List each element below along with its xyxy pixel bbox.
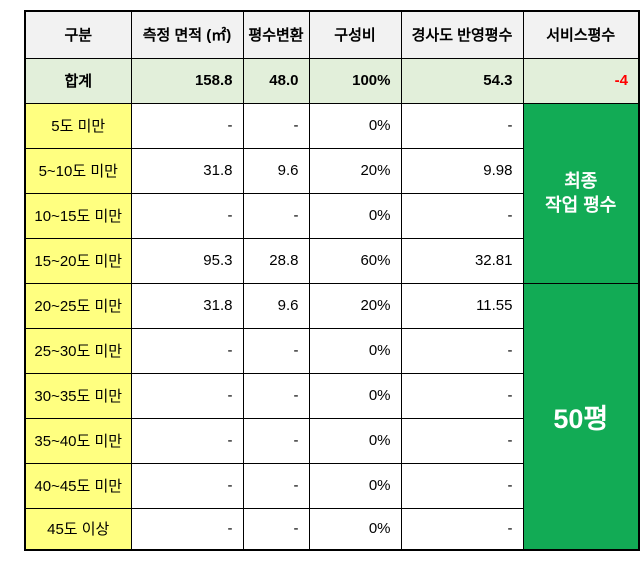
table-row: 25~30도 미만 - - 0% - [24,327,639,374]
ratio-cell: 0% [308,102,402,149]
final-work-pyeong-merged-cell: 최종 작업 평수 [522,102,640,284]
header-service-pyeong: 서비스평수 [522,10,640,59]
table-row: 5~10도 미만 31.8 9.6 20% 9.98 [24,147,639,194]
area-cell: 95.3 [130,237,244,284]
slope-pyeong-cell: - [400,192,524,239]
ratio-cell: 0% [308,327,402,374]
table-row: 35~40도 미만 - - 0% - [24,417,639,464]
pyeong-cell: 28.8 [242,237,310,284]
table-row: 20~25도 미만 31.8 9.6 20% 11.55 50평 [24,282,640,551]
area-cell: - [130,327,244,374]
total-row: 합계 158.8 48.0 100% 54.3 -4 [24,57,640,104]
area-cell: - [130,462,244,509]
pyeong-cell: - [242,462,310,509]
pyeong-cell: - [242,507,310,551]
row-label: 35~40도 미만 [24,417,132,464]
area-cell: 31.8 [130,282,244,329]
pyeong-cell: 9.6 [242,147,310,194]
pyeong-cell: - [242,417,310,464]
header-composition-ratio: 구성비 [308,10,402,59]
area-cell: - [130,192,244,239]
total-slope-pyeong: 54.3 [400,57,524,104]
slope-pyeong-cell: 11.55 [400,282,524,329]
ratio-cell: 0% [308,192,402,239]
row-label: 45도 이상 [24,507,132,551]
header-slope-adjusted-pyeong: 경사도 반영평수 [400,10,524,59]
ratio-cell: 0% [308,372,402,419]
header-measured-area: 측정 면적 (㎡) [130,10,244,59]
row-label: 5도 미만 [24,102,132,149]
total-service-pyeong: -4 [522,57,640,104]
area-cell: 31.8 [130,147,244,194]
pyeong-cell: - [242,372,310,419]
slope-pyeong-cell: - [400,327,524,374]
pyeong-cell: 9.6 [242,282,310,329]
table-row: 30~35도 미만 - - 0% - [24,372,639,419]
area-cell: - [130,417,244,464]
area-cell: - [130,372,244,419]
total-ratio: 100% [308,57,402,104]
header-pyeong-conversion: 평수변환 [242,10,310,59]
ratio-cell: 0% [308,462,402,509]
slope-pyeong-cell: - [400,417,524,464]
ratio-cell: 20% [308,147,402,194]
table-row: 45도 이상 - - 0% - [24,507,639,551]
ratio-cell: 20% [308,282,402,329]
slope-pyeong-cell: - [400,372,524,419]
table-row: 5도 미만 - - 0% - 최종 작업 평수 [24,102,640,284]
ratio-cell: 60% [308,237,402,284]
row-label: 5~10도 미만 [24,147,132,194]
slope-area-table: 구분 측정 면적 (㎡) 평수변환 구성비 경사도 반영평수 서비스평수 합계 … [24,10,640,551]
slope-pyeong-cell: 9.98 [400,147,524,194]
row-label: 25~30도 미만 [24,327,132,374]
slope-pyeong-cell: - [400,462,524,509]
header-row: 구분 측정 면적 (㎡) 평수변환 구성비 경사도 반영평수 서비스평수 [24,10,640,59]
row-label: 15~20도 미만 [24,237,132,284]
table-row: 40~45도 미만 - - 0% - [24,462,639,509]
row-label: 30~35도 미만 [24,372,132,419]
pyeong-cell: - [242,102,310,149]
slope-pyeong-cell: - [400,507,524,551]
total-pyeong: 48.0 [242,57,310,104]
total-area: 158.8 [130,57,244,104]
slope-pyeong-cell: 32.81 [400,237,524,284]
pyeong-cell: - [242,192,310,239]
header-category: 구분 [24,10,132,59]
ratio-cell: 0% [308,417,402,464]
slope-area-table-container: 구분 측정 면적 (㎡) 평수변환 구성비 경사도 반영평수 서비스평수 합계 … [24,10,640,551]
row-label: 20~25도 미만 [24,282,132,329]
area-cell: - [130,507,244,551]
final-pyeong-merged-cell: 50평 [522,282,640,551]
pyeong-cell: - [242,327,310,374]
area-cell: - [130,102,244,149]
slope-pyeong-cell: - [400,102,524,149]
table-row: 10~15도 미만 - - 0% - [24,192,639,239]
total-label: 합계 [24,57,132,104]
row-label: 40~45도 미만 [24,462,132,509]
row-label: 10~15도 미만 [24,192,132,239]
table-row: 15~20도 미만 95.3 28.8 60% 32.81 [24,237,639,284]
ratio-cell: 0% [308,507,402,551]
